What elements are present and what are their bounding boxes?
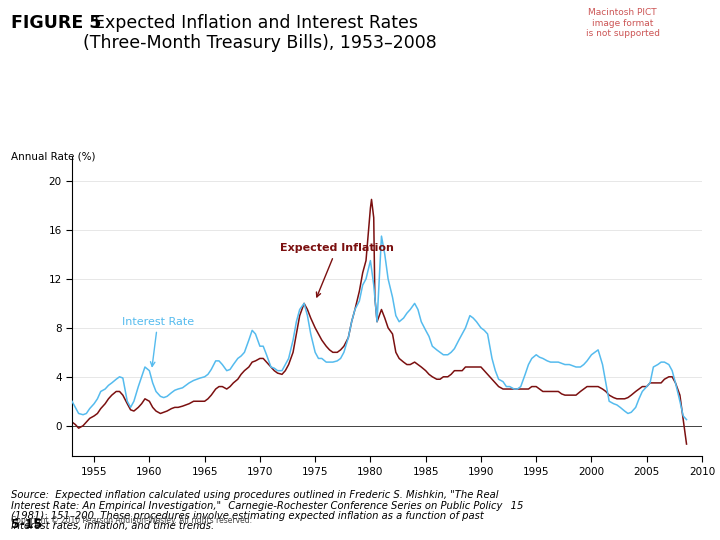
- Text: Interest Rate: Interest Rate: [122, 317, 194, 366]
- Text: Interest Rate: An Empirical Investigation,"   Carnegie-Rochester Conference Seri: Interest Rate: An Empirical Investigatio…: [11, 501, 523, 511]
- Text: Expected Inflation: Expected Inflation: [280, 244, 394, 297]
- Text: Copyright © 2010 Pearson Addison-Wesley. All rights reserved.: Copyright © 2010 Pearson Addison-Wesley.…: [11, 516, 252, 525]
- Text: 5-15: 5-15: [11, 518, 42, 531]
- Text: Macintosh PICT
image format
is not supported: Macintosh PICT image format is not suppo…: [586, 8, 660, 38]
- Text: interest rates, inflation, and time trends.: interest rates, inflation, and time tren…: [11, 521, 214, 531]
- Text: Source:  Expected inflation calculated using procedures outlined in Frederic S. : Source: Expected inflation calculated us…: [11, 490, 498, 501]
- Text: FIGURE 5: FIGURE 5: [11, 14, 102, 31]
- Text: Expected Inflation and Interest Rates
(Three-Month Treasury Bills), 1953–2008: Expected Inflation and Interest Rates (T…: [83, 14, 436, 52]
- Text: Annual Rate (%): Annual Rate (%): [11, 151, 95, 161]
- Text: (1981): 151–200. These procedures involve estimating expected inflation as a fun: (1981): 151–200. These procedures involv…: [11, 511, 484, 521]
